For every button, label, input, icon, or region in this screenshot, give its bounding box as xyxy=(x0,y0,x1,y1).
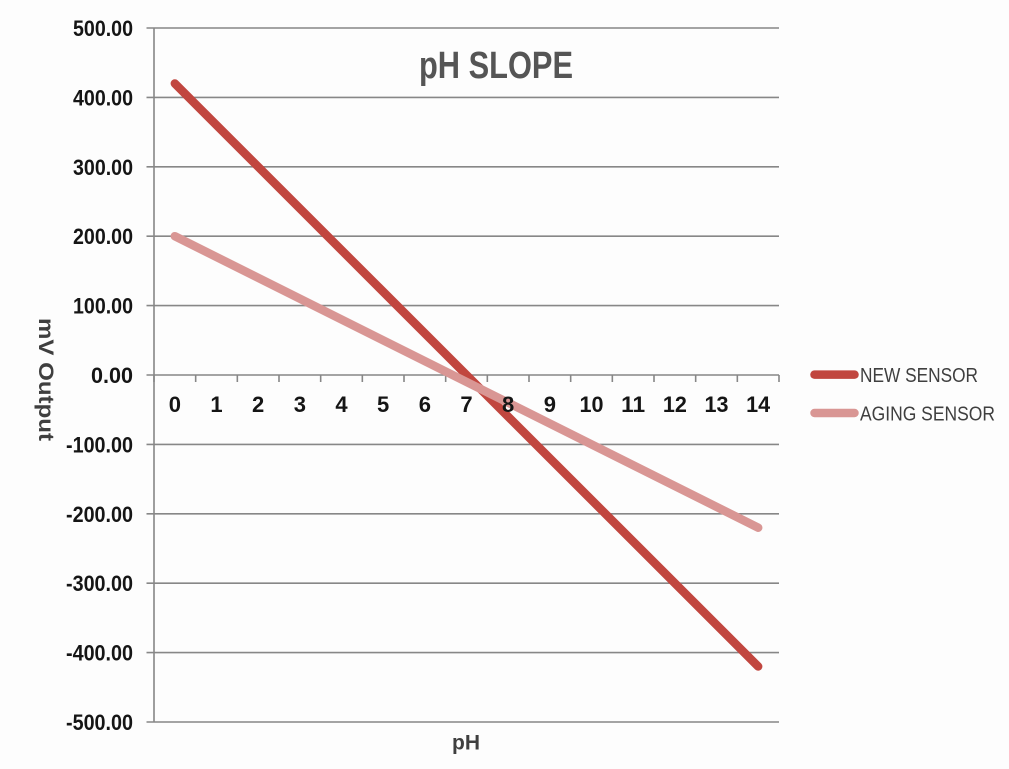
svg-text:3: 3 xyxy=(294,392,306,417)
svg-text:9: 9 xyxy=(544,392,556,417)
svg-text:13: 13 xyxy=(705,392,729,417)
svg-text:-500.00: -500.00 xyxy=(66,710,133,735)
svg-text:7: 7 xyxy=(460,392,472,417)
svg-text:mV Output: mV Output xyxy=(34,318,57,441)
svg-text:11: 11 xyxy=(621,392,645,417)
svg-text:-300.00: -300.00 xyxy=(66,571,133,596)
svg-text:200.00: 200.00 xyxy=(73,224,133,249)
svg-text:-400.00: -400.00 xyxy=(66,641,133,666)
svg-text:300.00: 300.00 xyxy=(73,155,133,180)
svg-text:5: 5 xyxy=(377,392,389,417)
svg-text:12: 12 xyxy=(663,392,687,417)
svg-text:4: 4 xyxy=(335,392,348,417)
svg-text:6: 6 xyxy=(419,392,431,417)
svg-text:0: 0 xyxy=(169,392,181,417)
svg-text:100.00: 100.00 xyxy=(73,294,133,319)
svg-text:AGING SENSOR: AGING SENSOR xyxy=(860,403,995,425)
svg-text:pH: pH xyxy=(452,732,480,755)
svg-text:0.00: 0.00 xyxy=(91,363,133,388)
svg-text:400.00: 400.00 xyxy=(73,85,133,110)
svg-text:1: 1 xyxy=(210,392,222,417)
svg-text:8: 8 xyxy=(502,392,514,417)
svg-text:-100.00: -100.00 xyxy=(66,432,133,457)
svg-text:NEW SENSOR: NEW SENSOR xyxy=(860,365,978,387)
svg-text:14: 14 xyxy=(746,392,771,417)
svg-text:-200.00: -200.00 xyxy=(66,502,133,527)
svg-text:2: 2 xyxy=(252,392,264,417)
svg-text:pH SLOPE: pH SLOPE xyxy=(419,45,573,87)
svg-text:500.00: 500.00 xyxy=(73,16,133,41)
svg-text:10: 10 xyxy=(580,392,604,417)
